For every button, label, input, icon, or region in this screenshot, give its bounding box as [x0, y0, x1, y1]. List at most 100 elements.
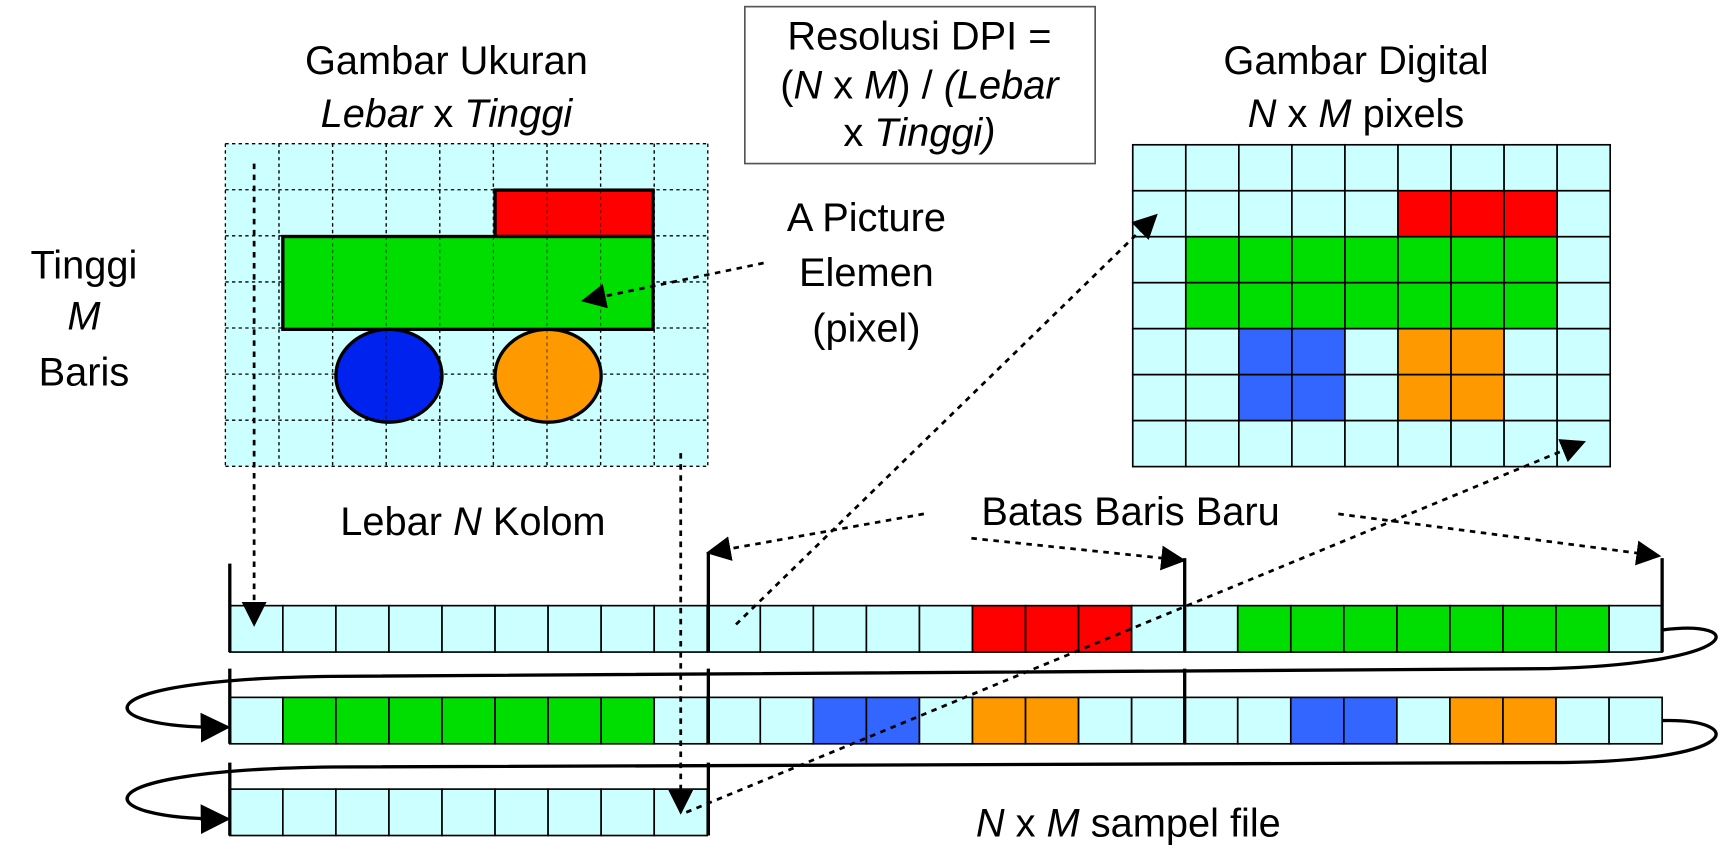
file-sample — [1503, 606, 1556, 652]
pixel — [1504, 191, 1557, 237]
t: N — [1248, 92, 1277, 136]
t: N — [976, 802, 1005, 846]
pixel — [1186, 191, 1239, 237]
file-sample — [442, 697, 495, 743]
row-boundary: Batas Baris Baru — [981, 490, 1279, 534]
file-sample — [1556, 606, 1609, 652]
dpi-line: x Tinggi) — [843, 111, 995, 155]
dpi-line: (N x M) / (Lebar — [780, 63, 1060, 107]
pixel — [1557, 375, 1610, 421]
pixel — [1186, 283, 1239, 329]
file-sample — [1238, 697, 1291, 743]
t: x — [822, 63, 864, 107]
left-title: Gambar Ukuran — [305, 39, 588, 83]
pixel — [1398, 421, 1451, 467]
t: x — [843, 111, 874, 155]
pixel — [1292, 421, 1345, 467]
t: Lebar — [321, 92, 424, 136]
pixel — [1504, 283, 1557, 329]
file-sample — [1238, 606, 1291, 652]
t: M — [864, 63, 898, 107]
pixel — [1239, 375, 1292, 421]
t: x — [1005, 802, 1047, 846]
pixel — [1345, 329, 1398, 375]
t: M — [1047, 802, 1081, 846]
pixel-note: (pixel) — [812, 307, 920, 351]
file-sample — [707, 606, 760, 652]
pixel — [1398, 191, 1451, 237]
pixel — [1239, 237, 1292, 283]
file-sample — [707, 697, 760, 743]
t: x — [422, 92, 464, 136]
file-sample — [495, 789, 548, 835]
shapes — [127, 144, 1716, 836]
t: Lebar — [340, 500, 453, 544]
file-sample — [1344, 606, 1397, 652]
file-sample — [1450, 606, 1503, 652]
rows-label: Tinggi — [30, 244, 137, 288]
t: N — [793, 63, 822, 107]
file-sample — [1079, 606, 1132, 652]
file-sample — [389, 697, 442, 743]
file-sample — [919, 606, 972, 652]
pixel — [1292, 237, 1345, 283]
rows-label: Baris — [39, 351, 130, 395]
pixel — [1398, 283, 1451, 329]
pixel — [1345, 375, 1398, 421]
pixel — [1504, 329, 1557, 375]
t: x — [1276, 92, 1318, 136]
pixel — [1504, 421, 1557, 467]
pixel — [1133, 421, 1186, 467]
file-sample — [1450, 697, 1503, 743]
pixel — [1398, 375, 1451, 421]
t: (Lebar — [944, 63, 1061, 107]
pixel — [1133, 237, 1186, 283]
columns-label: Lebar N Kolom — [340, 500, 605, 544]
pixel — [1186, 237, 1239, 283]
pixel — [1504, 375, 1557, 421]
pixel — [1239, 329, 1292, 375]
file-sample — [1291, 697, 1344, 743]
file-sample — [283, 789, 336, 835]
t: M — [1318, 92, 1352, 136]
pixel — [1557, 283, 1610, 329]
file-sample — [1026, 606, 1079, 652]
t: pixels — [1352, 92, 1465, 136]
file-sample — [389, 606, 442, 652]
file-sample — [1185, 606, 1238, 652]
file-sample — [601, 606, 654, 652]
pixel — [1451, 329, 1504, 375]
file-sample — [230, 606, 283, 652]
file-sample — [601, 789, 654, 835]
pixel — [1345, 145, 1398, 191]
pixel — [1239, 421, 1292, 467]
pixel — [1239, 145, 1292, 191]
pixel — [1451, 421, 1504, 467]
page: Resolusi DPI = (N x M) / (Lebar x Tinggi… — [0, 0, 1735, 851]
t: Kolom — [482, 500, 606, 544]
pixel — [1345, 421, 1398, 467]
file-sample — [495, 606, 548, 652]
pixel — [1292, 191, 1345, 237]
pixel — [1292, 329, 1345, 375]
file-sample — [813, 697, 866, 743]
pixel — [1557, 191, 1610, 237]
file-sample — [230, 789, 283, 835]
file-sample — [495, 697, 548, 743]
file-sample — [813, 606, 866, 652]
t: ) / — [897, 63, 943, 107]
pixel — [1133, 375, 1186, 421]
file-sample — [1609, 606, 1662, 652]
file-sample — [1503, 697, 1556, 743]
file-sample — [1556, 697, 1609, 743]
pixel — [1292, 145, 1345, 191]
right-title: Gambar Digital — [1223, 39, 1488, 83]
diagram: Resolusi DPI = (N x M) / (Lebar x Tinggi… — [0, 0, 1735, 851]
file-sample — [1185, 697, 1238, 743]
file-sample — [972, 606, 1025, 652]
dpi-line: Resolusi DPI = — [787, 15, 1051, 59]
pixel — [1186, 145, 1239, 191]
pixel — [1345, 191, 1398, 237]
pixel — [1557, 329, 1610, 375]
file-sample — [389, 789, 442, 835]
